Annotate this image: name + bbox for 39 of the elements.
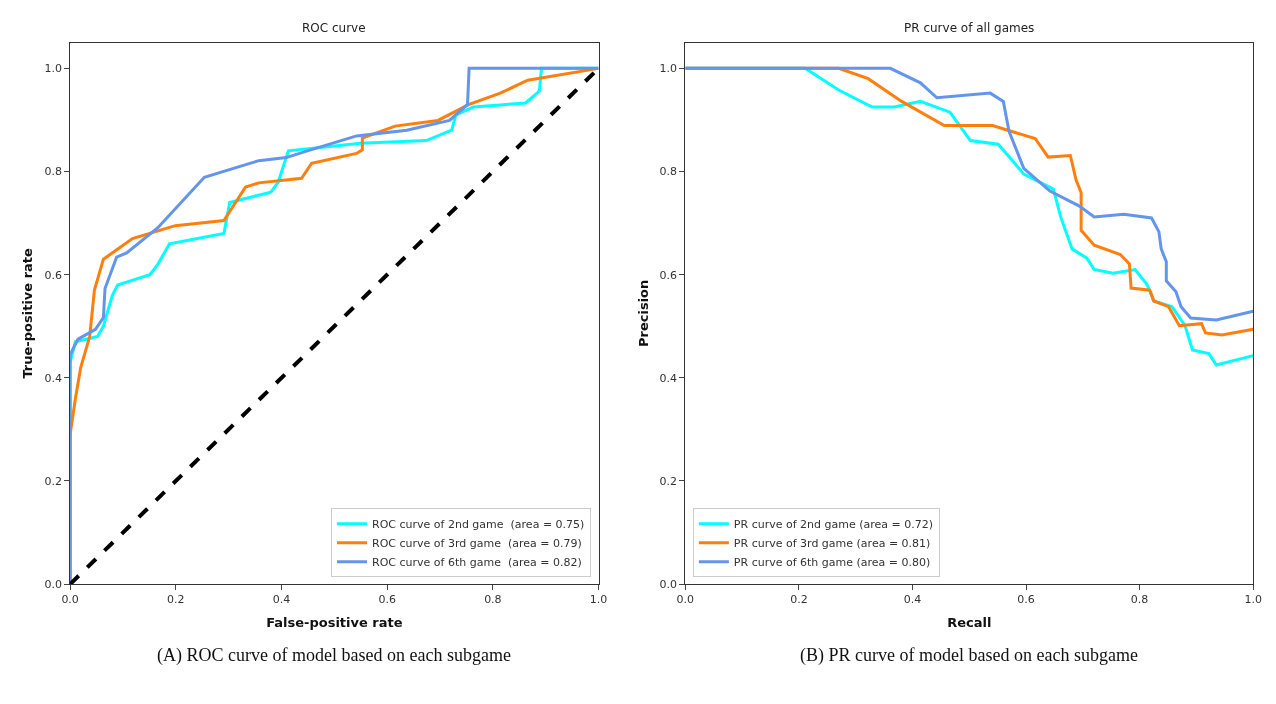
legend-label: ROC curve of 2nd game (area = 0.75) xyxy=(372,517,585,531)
y-tick-label: 0.0 xyxy=(44,577,62,591)
x-tick-label: 0.4 xyxy=(903,593,922,607)
y-tick-label: 0.4 xyxy=(44,371,62,385)
y-axis-title: Precision xyxy=(635,279,651,348)
y-tick-label: 1.0 xyxy=(659,62,678,76)
y-tick-label: 0.8 xyxy=(659,165,678,179)
x-tick-label: 0.6 xyxy=(1017,593,1035,607)
y-tick-label: 0.8 xyxy=(44,165,62,179)
legend-label: PR curve of 6th game (area = 0.80) xyxy=(733,555,931,569)
legend-label: PR curve of 3rd game (area = 0.81) xyxy=(733,536,931,550)
y-axis-title: True-positive rate xyxy=(20,247,36,379)
x-tick-label: 0.0 xyxy=(61,593,79,607)
legend-label: ROC curve of 3rd game (area = 0.79) xyxy=(372,536,582,550)
y-tick-label: 0.6 xyxy=(44,268,62,282)
x-tick-label: 0.4 xyxy=(272,593,291,607)
text: (A) ROC curve of model based on each subgame xyxy=(157,645,511,666)
x-axis-title: Recall xyxy=(947,614,992,630)
y-tick-label: 0.4 xyxy=(659,371,678,385)
line-series xyxy=(70,66,599,585)
x-tick-label: 1.0 xyxy=(589,593,608,607)
legend-label: ROC curve of 6th game (area = 0.82) xyxy=(372,555,582,569)
x-tick-label: 0.8 xyxy=(1130,593,1149,607)
text: (B) PR curve of model based on each subgame xyxy=(800,645,1138,666)
x-tick-label: 0.8 xyxy=(484,593,502,607)
chart-title: PR curve of all games xyxy=(904,21,1035,35)
y-tick-label: 0.6 xyxy=(659,268,678,282)
x-tick-label: 0.2 xyxy=(790,593,808,607)
chart-title: ROC curve xyxy=(302,21,366,35)
y-tick-label: 0.0 xyxy=(659,577,678,591)
y-tick-label: 0.2 xyxy=(44,474,62,488)
x-tick-label: 1.0 xyxy=(1244,593,1262,607)
x-tick-label: 0.6 xyxy=(378,593,396,607)
y-tick-label: 0.2 xyxy=(659,474,678,488)
x-tick-label: 0.2 xyxy=(167,593,185,607)
y-tick-label: 1.0 xyxy=(44,62,62,76)
legend-label: PR curve of 2nd game (area = 0.72) xyxy=(733,517,934,531)
x-axis-title: False-positive rate xyxy=(266,614,403,630)
x-tick-label: 0.0 xyxy=(676,593,695,607)
